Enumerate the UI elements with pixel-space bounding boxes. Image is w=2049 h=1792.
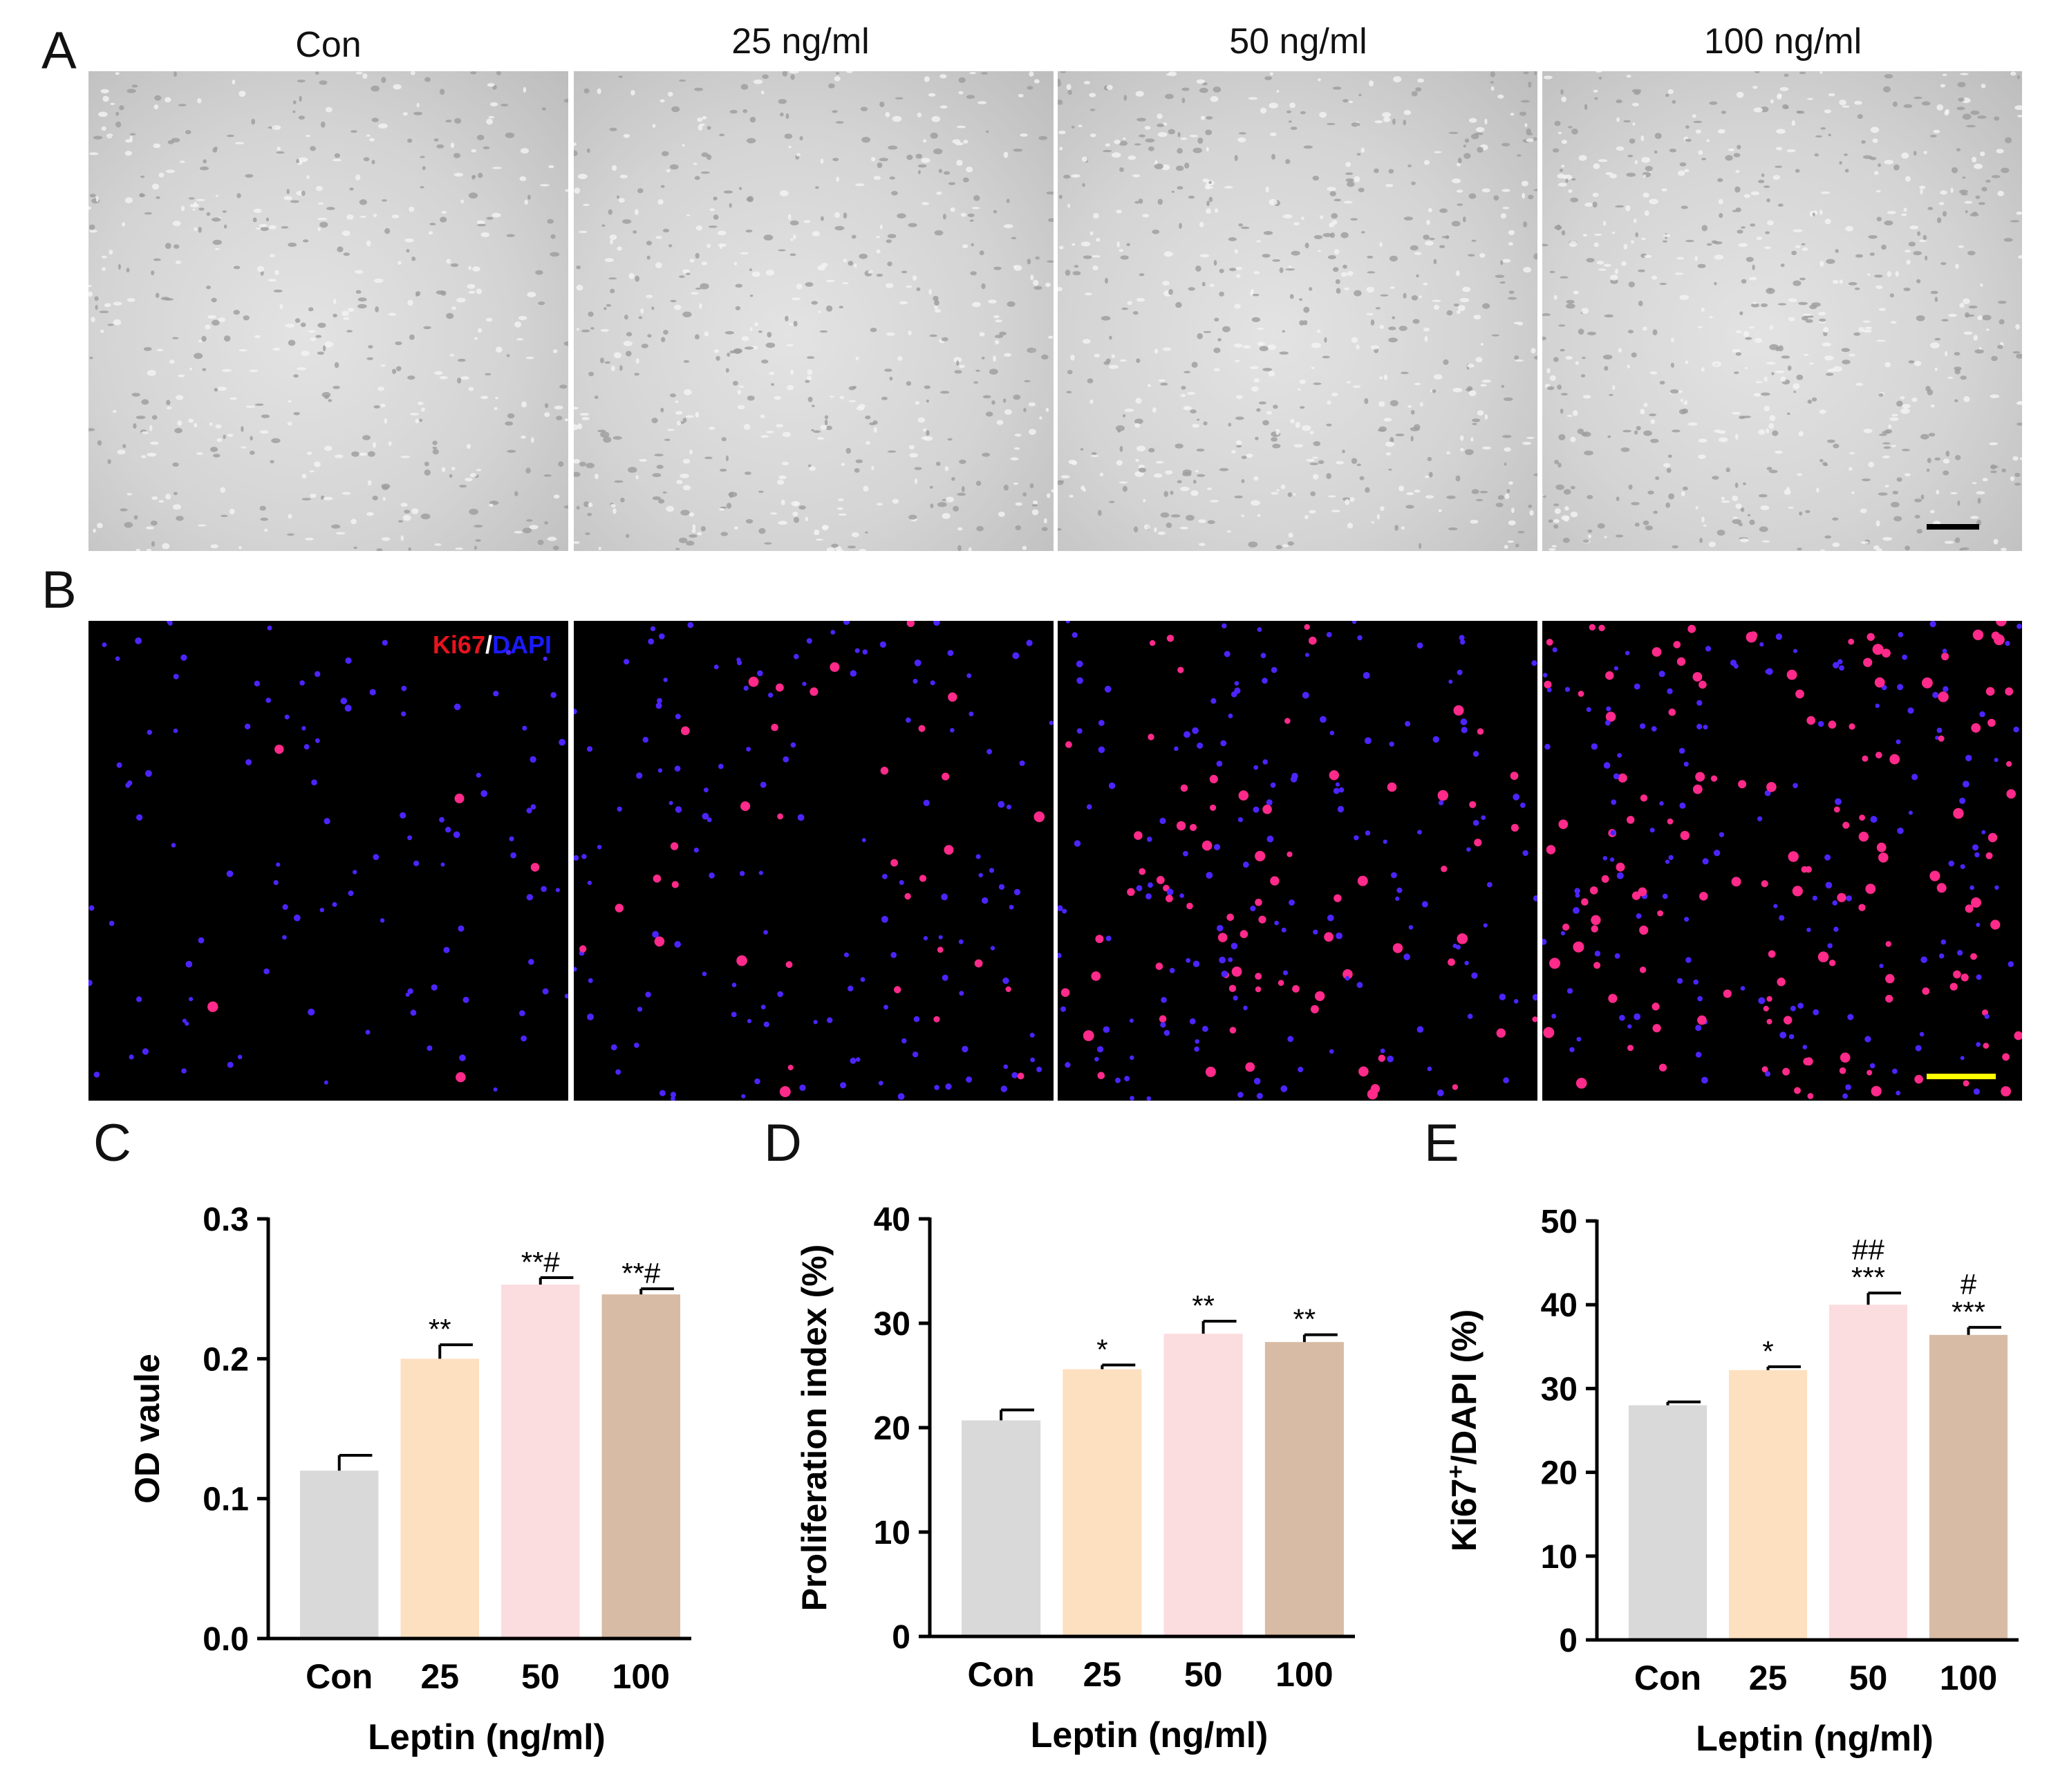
brightfield-image-100 bbox=[1542, 71, 2022, 551]
y-tick-label: 0.2 bbox=[203, 1341, 249, 1378]
y-tick-label: 40 bbox=[874, 1202, 910, 1238]
bar bbox=[400, 1359, 479, 1637]
y-tick-label: 10 bbox=[1541, 1539, 1578, 1576]
y-tick-label: 0.0 bbox=[203, 1621, 249, 1658]
y-tick-label: 0.3 bbox=[203, 1202, 249, 1238]
significance-label: *** bbox=[1952, 1296, 1985, 1328]
y-tick-label: 0 bbox=[1559, 1623, 1578, 1659]
y-axis-title: OD vaule bbox=[128, 1354, 167, 1504]
bar bbox=[1929, 1334, 2008, 1639]
y-tick-label: 0 bbox=[892, 1619, 910, 1656]
significance-label: **# bbox=[521, 1246, 561, 1278]
x-tick-label: 100 bbox=[1275, 1655, 1333, 1694]
x-axis-title: Leptin (ng/ml) bbox=[368, 1717, 606, 1757]
bar bbox=[601, 1294, 680, 1637]
brightfield-image-con bbox=[88, 71, 568, 551]
x-tick-label: 100 bbox=[1940, 1659, 1997, 1697]
significance-label: ** bbox=[1192, 1289, 1215, 1322]
bar-chart-od: 0.0 0.1 0.2 0.3 Con 25 ** 50 **# 100 **# Leptin (ng… bbox=[128, 1202, 691, 1757]
x-tick-label: Con bbox=[968, 1655, 1035, 1694]
bar bbox=[501, 1285, 580, 1637]
x-tick-label: 25 bbox=[1749, 1659, 1788, 1697]
y-tick-label: 20 bbox=[1541, 1455, 1578, 1492]
stain-legend: Ki67/DAPI bbox=[433, 631, 552, 660]
significance-label: **# bbox=[621, 1257, 661, 1289]
panel-label-a: A bbox=[41, 21, 77, 80]
y-tick-label: 50 bbox=[1541, 1204, 1578, 1240]
fluorescence-image-25 bbox=[574, 621, 1054, 1101]
column-label-con: Con bbox=[295, 25, 362, 65]
significance-label: ** bbox=[429, 1313, 451, 1345]
fluorescence-image-con: Ki67/DAPI bbox=[88, 621, 568, 1101]
panel-label-e: E bbox=[1424, 1114, 1459, 1173]
bar bbox=[962, 1420, 1041, 1635]
y-tick-label: 40 bbox=[1541, 1287, 1578, 1324]
bar bbox=[1163, 1334, 1243, 1635]
panel-label-d: D bbox=[764, 1114, 802, 1173]
y-tick-label: 30 bbox=[874, 1306, 910, 1343]
panel-label-b: B bbox=[41, 561, 77, 619]
fluorescence-image-50 bbox=[1058, 621, 1537, 1101]
stain-dapi-label: DAPI bbox=[492, 631, 552, 659]
bar bbox=[1628, 1405, 1707, 1639]
significance-label: * bbox=[1096, 1333, 1107, 1365]
significance-label: # bbox=[1961, 1268, 1977, 1300]
x-axis-title: Leptin (ng/ml) bbox=[1031, 1715, 1269, 1755]
bar bbox=[1728, 1370, 1808, 1639]
y-tick-label: 30 bbox=[1541, 1371, 1578, 1408]
bar-chart-proliferation: 0 10 20 30 40 Con 25 * 50 ** 100 ** Leptin (ng/ml) Pr… bbox=[795, 1202, 1355, 1755]
x-tick-label: Con bbox=[1634, 1659, 1701, 1697]
fluorescence-image-100 bbox=[1542, 621, 2022, 1101]
stain-separator: / bbox=[485, 631, 492, 659]
bar bbox=[1828, 1305, 1908, 1639]
x-tick-label: 25 bbox=[420, 1657, 459, 1696]
y-tick-label: 20 bbox=[874, 1410, 910, 1447]
significance-label: *** bbox=[1851, 1261, 1885, 1294]
y-tick-label: 0.1 bbox=[203, 1482, 249, 1518]
bar bbox=[300, 1471, 379, 1637]
significance-label: ** bbox=[1293, 1303, 1316, 1336]
x-tick-label: 50 bbox=[1849, 1659, 1888, 1697]
panel-label-c: C bbox=[93, 1114, 131, 1173]
column-label-50: 50 ng/ml bbox=[1229, 21, 1367, 62]
bar bbox=[1063, 1369, 1142, 1635]
bar bbox=[1264, 1342, 1344, 1635]
stain-ki67-label: Ki67 bbox=[432, 631, 485, 659]
x-axis-title: Leptin (ng/ml) bbox=[1696, 1719, 1934, 1759]
y-tick-label: 10 bbox=[874, 1515, 910, 1551]
x-tick-label: Con bbox=[306, 1657, 373, 1696]
y-axis-title: Proliferation index (%) bbox=[795, 1244, 834, 1612]
x-tick-label: 25 bbox=[1083, 1655, 1122, 1694]
x-tick-label: 50 bbox=[1184, 1655, 1223, 1694]
column-label-25: 25 ng/ml bbox=[731, 21, 870, 62]
brightfield-image-50 bbox=[1058, 71, 1537, 551]
significance-label: ## bbox=[1852, 1233, 1884, 1266]
scale-bar bbox=[1927, 524, 1979, 530]
column-label-100: 100 ng/ml bbox=[1703, 21, 1862, 62]
brightfield-image-25 bbox=[574, 71, 1054, 551]
x-tick-label: 50 bbox=[521, 1657, 560, 1696]
y-axis-title: Ki67+/DAPI (%) bbox=[1443, 1309, 1484, 1551]
scale-bar bbox=[1927, 1074, 1996, 1079]
x-tick-label: 100 bbox=[612, 1657, 670, 1696]
significance-label: * bbox=[1762, 1335, 1773, 1368]
